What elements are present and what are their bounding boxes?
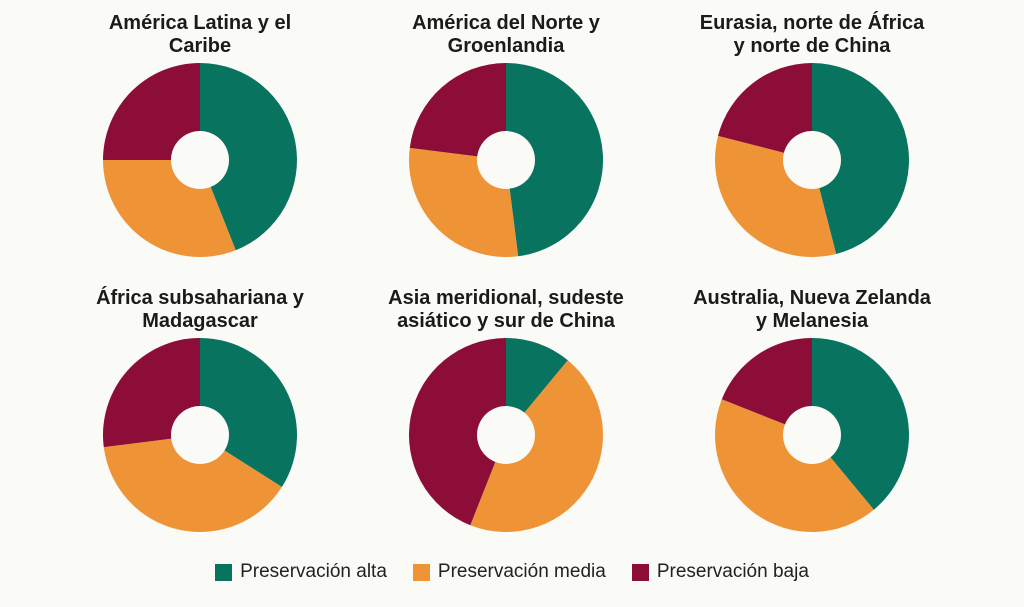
chart-panel-4: África subsahariana y Madagascar [50,287,350,537]
chart-title: América del Norte y Groenlandia [412,12,600,57]
donut-hole [783,131,841,189]
legend-swatch [412,563,430,581]
legend-item-media: Preservación media [412,561,606,583]
donut-slice [103,63,200,160]
donut-slice [718,63,812,160]
donut-chart [408,62,604,258]
donut-chart [102,338,298,533]
legend-item-baja: Preservación baja [631,561,809,583]
legend-label: Preservación alta [240,561,387,582]
donut-chart [408,338,604,533]
donut-slice [470,360,604,533]
donut-slice [721,338,812,435]
donut-slice [714,399,874,533]
donut-slice [409,63,506,160]
chart-legend: Preservación alta Preservación media Pre… [0,561,1024,583]
chart-panel-5: Asia meridional, sudeste asiático y sur … [356,287,656,537]
chart-title: Eurasia, norte de África y norte de Chin… [699,12,925,57]
donut-chart [103,63,298,258]
chart-title: Asia meridional, sudeste asiático y sur … [388,287,624,332]
donut-hole [783,406,841,464]
donut-slice [506,62,604,257]
legend-item-alta: Preservación alta [215,561,387,583]
legend-swatch [631,563,649,581]
chart-title: América Latina y el Caribe [108,12,292,57]
donut-chart [715,63,909,257]
donut-slice [103,435,282,533]
chart-panel-6: Australia, Nueva Zelanda y Melanesia [662,287,962,537]
legend-label: Preservación media [437,561,606,582]
donut-slice [812,63,909,254]
donut-hole [171,406,229,464]
donut-hole [477,131,535,189]
donut-slice [812,338,910,510]
chart-panel-3: Eurasia, norte de África y norte de Chin… [662,12,962,262]
chart-panel-1: América Latina y el Caribe [50,12,350,262]
donut-chart [714,338,910,533]
donut-slice [408,338,506,526]
donut-hole [171,131,229,189]
donut-hole [477,406,535,464]
chart-title: África subsahariana y Madagascar [96,287,304,332]
legend-swatch [215,563,233,581]
chart-panel-2: América del Norte y Groenlandia [356,12,656,262]
donut-slice [200,63,298,251]
chart-title: Australia, Nueva Zelanda y Melanesia [693,287,931,332]
legend-label: Preservación baja [656,561,809,582]
